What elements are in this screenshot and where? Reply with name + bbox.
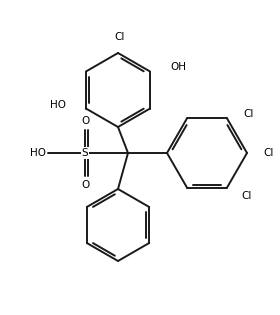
Text: HO: HO [50,100,66,110]
Text: Cl: Cl [263,148,273,158]
Text: Cl: Cl [241,191,251,201]
Text: OH: OH [170,62,186,72]
Text: O: O [81,116,89,126]
Text: S: S [82,148,88,158]
Text: Cl: Cl [115,32,125,42]
Text: HO: HO [30,148,46,158]
Text: Cl: Cl [243,109,253,119]
Text: O: O [81,180,89,190]
